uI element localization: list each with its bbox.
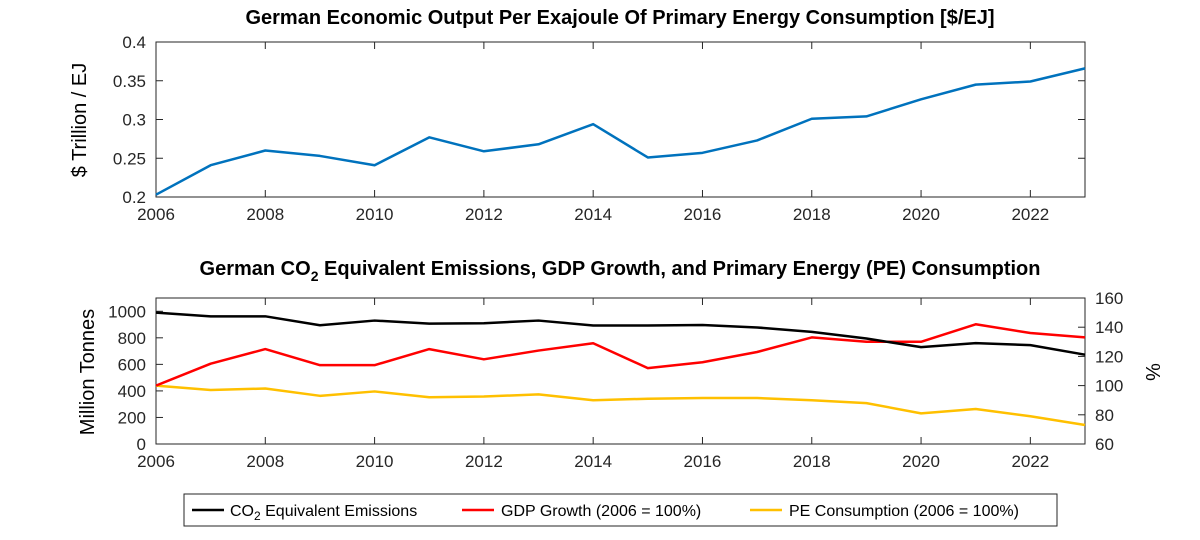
chart-bottom-xtick-label: 2010 — [356, 452, 394, 471]
chart-top-ytick-label: 0.25 — [113, 149, 146, 168]
chart-bottom-xtick-label: 2006 — [137, 452, 175, 471]
chart-bottom-title-main: German CO — [200, 258, 311, 280]
chart-top-ytick-label: 0.4 — [122, 33, 146, 52]
chart-bottom-ylabel-left: Million Tonnes — [77, 309, 99, 435]
legend-label-co2: CO2 Equivalent Emissions — [230, 503, 417, 523]
chart-top-ytick-label: 0.3 — [122, 111, 146, 130]
chart-top-xtick-label: 2012 — [465, 205, 503, 224]
chart-top-xtick-label: 2016 — [684, 205, 722, 224]
legend-box — [183, 493, 1058, 527]
chart-bottom-ytick-right-label: 60 — [1095, 435, 1114, 454]
chart-bottom-ytick-right-label: 80 — [1095, 406, 1114, 425]
chart-bottom-ytick-left-label: 200 — [118, 408, 146, 427]
chart-bottom-plot: 2006 2008 2010 2012 2014 2016 2018 2020 2022 0 200… — [108, 289, 1123, 471]
legend-label-co2-main: CO — [230, 503, 254, 520]
chart-bottom-title: German CO2 Equivalent Emissions, GDP Gro… — [200, 258, 1041, 284]
chart-bottom-xtick-label: 2012 — [465, 452, 503, 471]
chart-top-ylabel: $ Trillion / EJ — [69, 63, 91, 177]
chart-bottom-xtick-label: 2014 — [574, 452, 612, 471]
chart-bottom-ytick-left-label: 800 — [118, 329, 146, 348]
chart-bottom-ytick-right-label: 160 — [1095, 289, 1123, 308]
chart-top-xtick-label: 2018 — [793, 205, 831, 224]
chart-top-ytick-label: 0.35 — [113, 72, 146, 91]
chart-bottom-xtick-label: 2016 — [684, 452, 722, 471]
legend-label-pe: PE Consumption (2006 = 100%) — [789, 503, 1019, 520]
chart-top-xtick-label: 2008 — [246, 205, 284, 224]
chart-top-plot: 2006 2008 2010 2012 2014 2016 2018 2020 2022 0.2 0… — [113, 33, 1086, 224]
legend-label-co2-sub: 2 — [254, 509, 261, 523]
chart-bottom-title-rest: Equivalent Emissions, GDP Growth, and Pr… — [318, 258, 1040, 280]
chart-bottom-xtick-label: 2022 — [1011, 452, 1049, 471]
chart-bottom-ytick-left-label: 600 — [118, 355, 146, 374]
chart-top: German Economic Output Per Exajoule Of P… — [69, 7, 1086, 224]
chart-top-xtick-label: 2010 — [356, 205, 394, 224]
chart-bottom-ylabel-right: % — [1141, 363, 1163, 381]
chart-top-title: German Economic Output Per Exajoule Of P… — [245, 7, 994, 29]
legend-label-co2-rest: Equivalent Emissions — [261, 503, 418, 520]
chart-bottom-axes-box — [155, 297, 1086, 445]
chart-top-xtick-label: 2022 — [1011, 205, 1049, 224]
legend-label-gdp: GDP Growth (2006 = 100%) — [501, 503, 701, 520]
chart-bottom-ytick-right-label: 140 — [1095, 318, 1123, 337]
chart-bottom-xtick-label: 2008 — [246, 452, 284, 471]
chart-top-xtick-label: 2020 — [902, 205, 940, 224]
chart-bottom-series-pe — [155, 384, 1086, 427]
chart-bottom-series-co2 — [155, 311, 1086, 356]
chart-bottom-xtick-label: 2018 — [793, 452, 831, 471]
chart-bottom-ytick-left-label: 1000 — [108, 302, 146, 321]
chart-bottom-series-gdp — [155, 323, 1086, 387]
chart-top-xtick-label: 2014 — [574, 205, 612, 224]
chart-bottom-title-sub: 2 — [311, 268, 319, 284]
chart-bottom: German CO2 Equivalent Emissions, GDP Gro… — [77, 258, 1163, 471]
chart-bottom-ytick-left-label: 400 — [118, 382, 146, 401]
legend: CO2 Equivalent Emissions GDP Growth (200… — [183, 493, 1058, 527]
chart-bottom-ytick-right-label: 100 — [1095, 377, 1123, 396]
chart-bottom-ytick-right-label: 120 — [1095, 347, 1123, 366]
chart-top-series-line — [155, 67, 1086, 196]
chart-top-ytick-label: 0.2 — [122, 188, 146, 207]
chart-top-xtick-label: 2006 — [137, 205, 175, 224]
chart-bottom-xtick-label: 2020 — [902, 452, 940, 471]
chart-bottom-ytick-left-label: 0 — [137, 435, 146, 454]
chart-top-axes-box — [155, 41, 1086, 198]
